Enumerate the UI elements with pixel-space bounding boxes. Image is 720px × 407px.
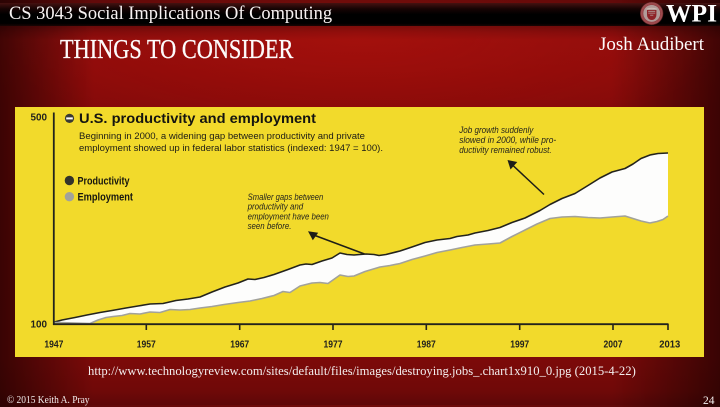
svg-text:U.S. productivity and employme: U.S. productivity and employment <box>79 110 316 126</box>
svg-text:1997: 1997 <box>510 340 529 351</box>
svg-text:ductivity remained robust.: ductivity remained robust. <box>459 145 552 155</box>
svg-text:WPI: WPI <box>666 1 717 27</box>
svg-text:Productivity: Productivity <box>78 176 131 188</box>
svg-text:productivity and: productivity and <box>247 202 304 212</box>
svg-text:employment showed up in federa: employment showed up in federal labor st… <box>79 143 383 153</box>
svg-text:1957: 1957 <box>137 340 156 351</box>
svg-text:2013: 2013 <box>659 340 680 351</box>
svg-text:1987: 1987 <box>417 340 436 351</box>
svg-text:Job growth suddenly: Job growth suddenly <box>458 125 534 135</box>
svg-text:500: 500 <box>31 113 48 124</box>
svg-text:seen before.: seen before. <box>248 221 292 231</box>
svg-text:Beginning in 2000, a widening: Beginning in 2000, a widening gap betwee… <box>79 131 365 141</box>
svg-text:slowed in 2000, while pro-: slowed in 2000, while pro- <box>459 135 556 145</box>
svg-text:1947: 1947 <box>44 340 63 351</box>
svg-text:Smaller gaps between: Smaller gaps between <box>248 192 324 202</box>
svg-text:1977: 1977 <box>324 340 343 351</box>
svg-text:Employment: Employment <box>78 192 134 204</box>
svg-text:employment have been: employment have been <box>248 211 329 221</box>
svg-text:2007: 2007 <box>604 340 623 351</box>
svg-text:100: 100 <box>31 320 48 331</box>
svg-text:1967: 1967 <box>230 340 249 351</box>
